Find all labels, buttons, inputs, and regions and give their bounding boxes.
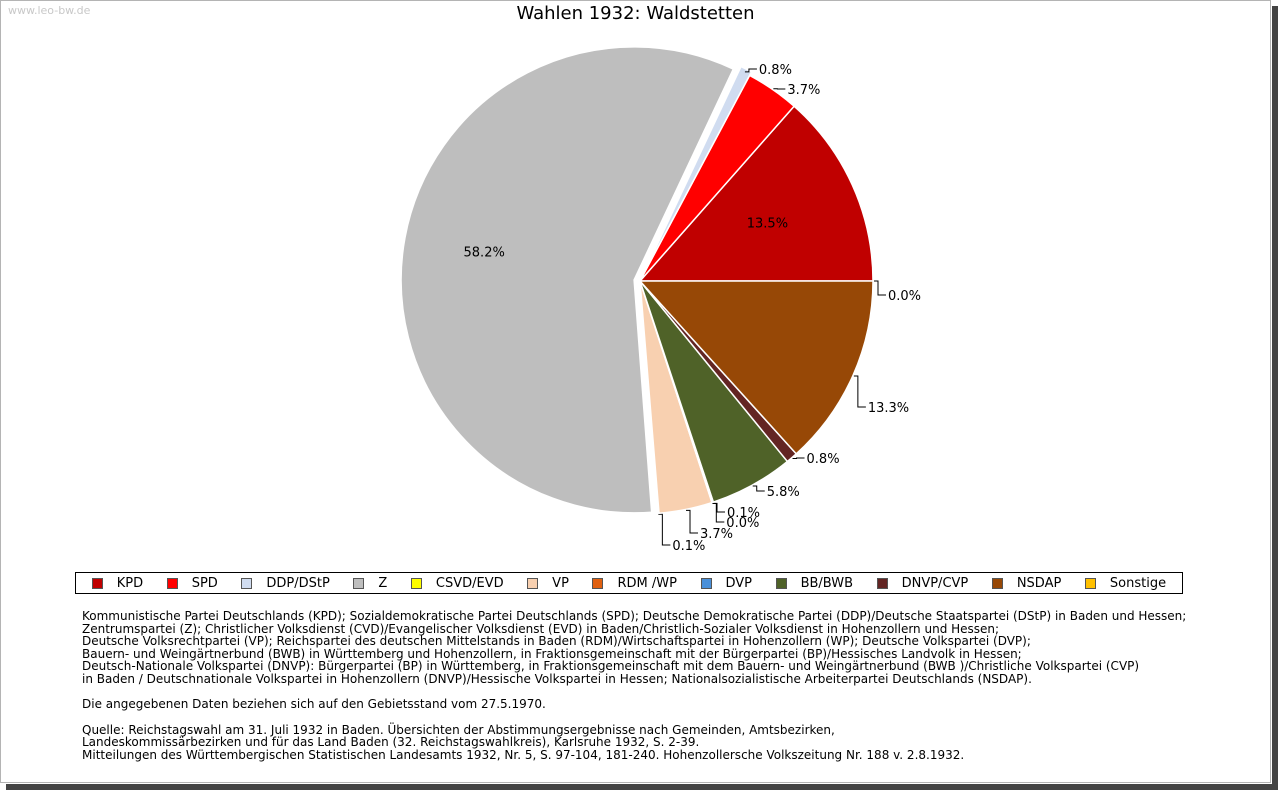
legend-swatch — [91, 577, 103, 589]
legend-item-ddp-dstp: DDP/DStP — [241, 575, 330, 591]
legend-swatch — [353, 577, 365, 589]
legend-label: DDP/DStP — [266, 575, 330, 591]
slice-label-bb-bwb: 5.8% — [767, 485, 800, 500]
legend-item-spd: SPD — [166, 575, 218, 591]
pie-slice-ddp-dstp — [641, 65, 753, 278]
pie-slice-kpd — [638, 105, 874, 282]
legend-swatch — [410, 577, 422, 589]
source-note-line: Quelle: Reichstagswahl am 31. Juli 1932 … — [82, 722, 835, 737]
territory-note: Die angegebenen Daten beziehen sich auf … — [82, 697, 546, 711]
slice-label-rdm-wp: 0.0% — [726, 516, 759, 531]
legend-item-sonstige: Sonstige — [1084, 575, 1167, 591]
legend-label: SPD — [191, 575, 218, 591]
legend-label: BB/BWB — [800, 575, 854, 591]
legend-swatch — [1084, 577, 1096, 589]
legend-label: RDM /WP — [617, 575, 677, 591]
site-watermark: www.leo-bw.de — [8, 4, 91, 17]
slice-label-vp: 3.7% — [700, 527, 733, 542]
legend-item-dnvp-cvp: DNVP/CVP — [876, 575, 969, 591]
legend-swatch — [876, 577, 888, 589]
legend-swatch — [592, 577, 604, 589]
pie-slice-nsdap — [638, 280, 874, 455]
legend-label: DNVP/CVP — [901, 575, 969, 591]
legend-swatch — [775, 577, 787, 589]
party-note-line: Bauern- und Weingärtnerbund (BWB) in Wür… — [82, 646, 1022, 661]
legend-item-vp: VP — [527, 576, 569, 591]
party-note-line: Deutsch-Nationale Volkspartei (DNVP): Bü… — [82, 659, 1140, 673]
slice-label-csvd-evd: 0.1% — [672, 539, 705, 554]
legend-item-z: Z — [353, 576, 387, 591]
leader-line-csvd-evd — [658, 513, 671, 546]
legend-label: KPD — [116, 575, 144, 591]
slice-label-spd: 3.7% — [787, 83, 820, 98]
slice-label-kpd: 13.5% — [747, 216, 788, 231]
slice-label-dnvp-cvp: 0.8% — [807, 452, 840, 467]
legend-item-nsdap: NSDAP — [991, 575, 1062, 591]
legend-label: VP — [552, 575, 569, 591]
slice-label-dvp: 0.1% — [727, 506, 760, 521]
legend-item-rdm-wp: RDM /WP — [592, 575, 677, 591]
legend-swatch — [241, 577, 253, 589]
party-note-line: Deutsche Volksrechtpartei (VP); Reichspa… — [82, 634, 1031, 648]
legend-item-bb-bwb: BB/BWB — [775, 575, 854, 591]
leader-line-bb-bwb — [752, 485, 765, 492]
leader-line-vp — [686, 509, 699, 534]
frame-shadow-right — [1272, 6, 1278, 789]
slice-label-nsdap: 13.3% — [868, 401, 909, 416]
source-note-line: Landeskommissärbezirken und für das Land… — [82, 735, 700, 749]
legend-label: CSVD/EVD — [435, 575, 504, 591]
chart-notes: Kommunistische Partei Deutschlands (KPD)… — [82, 610, 1242, 761]
legend-item-csvd-evd: CSVD/EVD — [410, 575, 504, 591]
legend-label: DVP — [725, 575, 753, 591]
legend-swatch — [700, 577, 712, 589]
party-note-line: Kommunistische Partei Deutschlands (KPD)… — [82, 609, 1187, 623]
leader-line-sonstige — [874, 280, 886, 296]
legend-item-dvp: DVP — [700, 575, 753, 591]
legend-label: NSDAP — [1016, 575, 1062, 591]
legend-swatch — [991, 577, 1003, 589]
pie-chart: 13.5%3.7%0.8%58.2%0.1%3.7%0.0%0.1%5.8%0.… — [400, 46, 921, 554]
leader-line-nsdap — [853, 375, 866, 408]
leader-line-ddp-dstp — [744, 68, 757, 73]
legend-label: Z — [378, 575, 388, 591]
party-note-line: Zentrumspartei (Z); Christlicher Volksdi… — [82, 621, 1000, 636]
leader-line-dvp — [713, 502, 726, 513]
leader-line-rdm-wp — [712, 503, 725, 523]
frame-shadow-bottom — [6, 784, 1278, 790]
legend-swatch — [527, 577, 539, 589]
slice-label-ddp-dstp: 0.8% — [759, 63, 792, 78]
legend-item-kpd: KPD — [91, 575, 144, 591]
legend-swatch — [166, 577, 178, 589]
source-note-line: Mitteilungen des Württembergischen Stati… — [82, 747, 965, 762]
chart-title: Wahlen 1932: Waldstetten — [516, 3, 755, 24]
slice-label-sonstige: 0.0% — [888, 289, 921, 304]
party-note-line: in Baden / Deutschnationale Volkspartei … — [82, 671, 1032, 686]
slice-label-z: 58.2% — [464, 245, 505, 260]
pie-slice-z — [400, 46, 735, 514]
chart-legend: KPD SPD DDP/DStP Z CSVD/EVD VP RDM /WP DVP BB/BW… — [75, 572, 1183, 594]
legend-label: Sonstige — [1109, 575, 1167, 591]
